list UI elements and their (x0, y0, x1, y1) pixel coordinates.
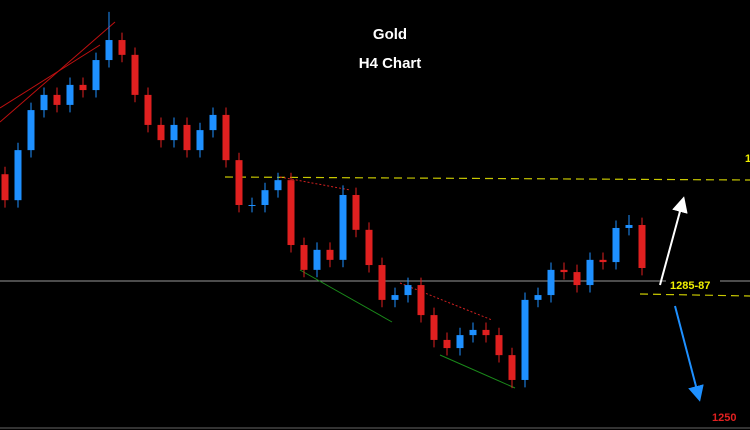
candle-body (53, 94, 61, 105)
candle-body (183, 124, 191, 151)
candle-body (430, 315, 438, 340)
candle-body (326, 249, 334, 260)
target-label: 1250 (712, 412, 736, 424)
candle-body (508, 355, 516, 380)
candle-body (573, 272, 581, 286)
candle-body (404, 285, 412, 296)
candle-body (378, 265, 386, 300)
candle-body (170, 124, 178, 141)
candle-body (118, 40, 126, 55)
trend-line (299, 269, 393, 323)
candle-body (274, 180, 282, 191)
candle-body (534, 295, 542, 300)
candle-body (248, 204, 256, 206)
candle-body (417, 285, 425, 316)
trend-line (0, 44, 101, 109)
candle-body (638, 225, 646, 269)
trend-line (399, 282, 493, 321)
candle-body (157, 124, 165, 141)
candle-body (300, 245, 308, 270)
candle-body (456, 335, 464, 349)
level-label: 1285-87 (670, 280, 710, 292)
candle-body (625, 225, 633, 228)
candle-body (612, 227, 620, 263)
candle-body (40, 94, 48, 111)
edge-label: 1 (745, 153, 750, 165)
down-arrow (674, 305, 704, 402)
candle-body (131, 54, 139, 95)
label-background (666, 278, 720, 294)
candle-body (209, 114, 217, 131)
candle-body (261, 190, 269, 205)
level-dashed (639, 293, 750, 297)
candle-body (222, 114, 230, 161)
chart-title: Gold (373, 26, 407, 43)
candle-body (443, 339, 451, 349)
up-arrow (659, 196, 688, 286)
candle-body (391, 295, 399, 300)
candle-body (235, 160, 243, 205)
candle-body (287, 180, 295, 246)
candle-body (105, 40, 113, 61)
candle-body (79, 84, 87, 91)
candle-body (495, 335, 503, 356)
candles (1, 11, 646, 389)
candle-body (560, 269, 568, 273)
candle-body (352, 194, 360, 230)
candle-body (599, 259, 607, 263)
candle-body (586, 259, 594, 286)
candle-body (27, 110, 35, 151)
candle-body (313, 249, 321, 270)
candle-body (66, 84, 74, 105)
candle-body (92, 60, 100, 91)
candle-body (14, 150, 22, 201)
candle-body (1, 174, 9, 201)
resistance-dashed (224, 176, 750, 181)
candle-body (365, 229, 373, 266)
candle-body (339, 194, 347, 260)
candle-body (196, 130, 204, 151)
candle-body (469, 329, 477, 336)
chart-subtitle: H4 Chart (359, 55, 422, 72)
candle-body (144, 94, 152, 125)
candle-body (482, 329, 490, 336)
trend-line (439, 354, 516, 389)
candle-body (521, 299, 529, 380)
candle-body (547, 269, 555, 296)
